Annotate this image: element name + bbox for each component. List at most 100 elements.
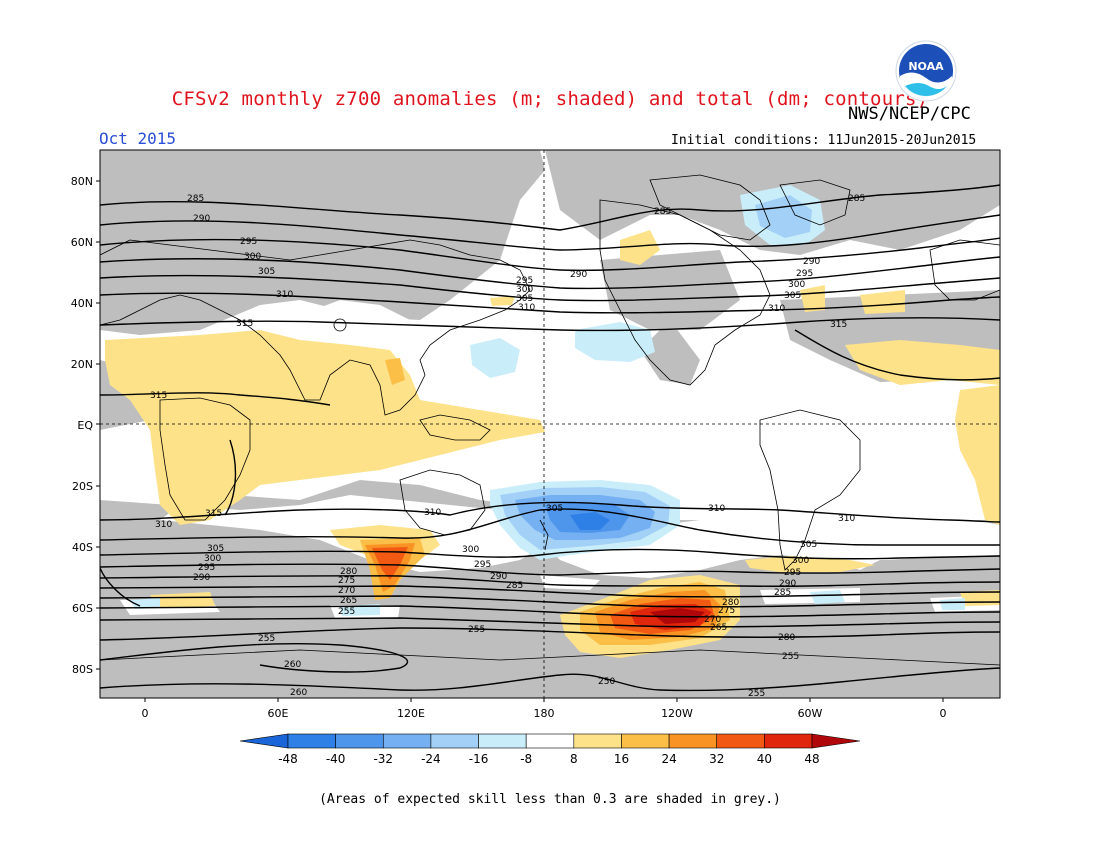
contour-label: 310 (518, 303, 535, 313)
lon-label: 60E (268, 707, 289, 720)
lat-label: 60S (72, 602, 93, 615)
contour-label: 290 (570, 270, 587, 280)
contour-label: 280 (722, 598, 739, 608)
contour-label: 300 (244, 252, 261, 262)
colorbar-label: 24 (661, 752, 676, 766)
contour-label: 300 (792, 556, 809, 566)
contour-label: 310 (708, 504, 725, 514)
coastlines (100, 174, 1000, 666)
contour-label: 255 (258, 634, 275, 644)
colorbar-segment (335, 733, 384, 749)
agency-label: NWS/NCEP/CPC (848, 104, 971, 124)
contour-label: 290 (193, 573, 210, 583)
contour-label: 310 (424, 508, 441, 518)
colorbar-segment (287, 733, 336, 749)
z700-anomaly-map: 285 290 295 300 305 310 315 315 315 310 … (71, 149, 1001, 720)
contour-label: 295 (516, 276, 533, 286)
contour-label-group: 285 290 295 300 305 310 315 315 315 310 … (150, 194, 865, 699)
colorbar-label: 48 (804, 752, 819, 766)
colorbar-label: -40 (326, 752, 346, 766)
contour-label: 280 (340, 567, 357, 577)
contour-label: 295 (474, 560, 491, 570)
skill-footnote: (Areas of expected skill less than 0.3 a… (319, 792, 781, 807)
colorbar-label: 16 (614, 752, 629, 766)
colorbar-segment (716, 733, 765, 749)
contour-label: 260 (284, 660, 301, 670)
contour-label: 315 (830, 320, 847, 330)
colorbar-segment (573, 733, 622, 749)
contour-label: 310 (155, 520, 172, 530)
contour-label: 290 (803, 257, 820, 267)
lon-label: 0 (940, 707, 947, 720)
contour-label: 255 (782, 652, 799, 662)
contour-label: 275 (338, 576, 355, 586)
contour-label: 305 (258, 267, 275, 277)
lat-label: 40N (71, 297, 93, 310)
longitude-ticks (144, 698, 944, 702)
colorbar-segment (525, 733, 575, 749)
anomaly-colorbar: -48 -40 -32 -24 -16 -8 8 16 24 32 40 48 (239, 733, 861, 766)
contour-label: 285 (848, 194, 865, 204)
contour-label: 315 (150, 391, 167, 401)
lat-label: 60N (71, 236, 93, 249)
contour-label: 295 (240, 237, 257, 247)
colorbar-segment (764, 733, 813, 749)
colorbar-segment (668, 733, 718, 749)
lat-label: 20N (71, 358, 93, 371)
initial-conditions-label: Initial conditions: 11Jun2015-20Jun2015 (671, 133, 977, 148)
contour-label: 305 (784, 291, 801, 301)
lat-label: 40S (72, 541, 93, 554)
contour-label: 275 (718, 606, 735, 616)
lat-label: 80N (71, 175, 93, 188)
contour-label: 265 (710, 623, 727, 633)
colorbar-segment (621, 733, 670, 749)
contour-label: 305 (800, 540, 817, 550)
colorbar-segment (478, 733, 527, 749)
colorbar-label: 8 (570, 752, 578, 766)
colorbar-label: 32 (709, 752, 724, 766)
contour-label: 265 (340, 596, 357, 606)
colorbar-label: -32 (373, 752, 393, 766)
contour-label: 255 (748, 689, 765, 699)
colorbar-label: -48 (278, 752, 298, 766)
noaa-logo-text: NOAA (908, 60, 944, 73)
contour-label: 305 (546, 504, 563, 514)
lon-label: 120W (661, 707, 693, 720)
colorbar-segment (239, 733, 289, 749)
lat-label: EQ (77, 419, 93, 432)
contour-label: 295 (796, 269, 813, 279)
colorbar-segment (382, 733, 432, 749)
negative-anomaly-shading (130, 185, 965, 616)
colorbar-label: -8 (520, 752, 532, 766)
noaa-logo-icon: NOAA (895, 40, 957, 102)
contour-label: 285 (774, 588, 791, 598)
colorbar-label: 40 (757, 752, 772, 766)
contour-label: 285 (187, 194, 204, 204)
contour-label: 290 (193, 214, 210, 224)
contour-label: 290 (779, 579, 796, 589)
lat-label: 80S (72, 663, 93, 676)
lon-label: 60W (798, 707, 823, 720)
colorbar-label: -24 (421, 752, 441, 766)
forecast-month: Oct 2015 (99, 129, 177, 148)
latitude-ticks (96, 180, 100, 670)
contour-label: 270 (338, 586, 355, 596)
contour-label: 315 (236, 319, 253, 329)
contour-label: 260 (290, 688, 307, 698)
contour-label: 295 (198, 563, 215, 573)
contour-label: 315 (205, 509, 222, 519)
contour-label: 295 (784, 568, 801, 578)
colorbar-segment (430, 733, 479, 749)
contour-label: 305 (207, 544, 224, 554)
latitude-axis: 80N 60N 40N 20N EQ 20S 40S 60S 80S (71, 175, 94, 676)
lat-label: 20S (72, 480, 93, 493)
height-contours (100, 184, 1000, 692)
lon-label: 120E (397, 707, 425, 720)
contour-label: 285 (506, 581, 523, 591)
contour-label: 285 (654, 207, 671, 217)
contour-label: 300 (516, 285, 533, 295)
longitude-axis: 0 60E 120E 180 120W 60W 0 (142, 707, 947, 720)
colorbar-segment (811, 733, 861, 749)
contour-label: 255 (338, 607, 355, 617)
contour-label: 300 (462, 545, 479, 555)
